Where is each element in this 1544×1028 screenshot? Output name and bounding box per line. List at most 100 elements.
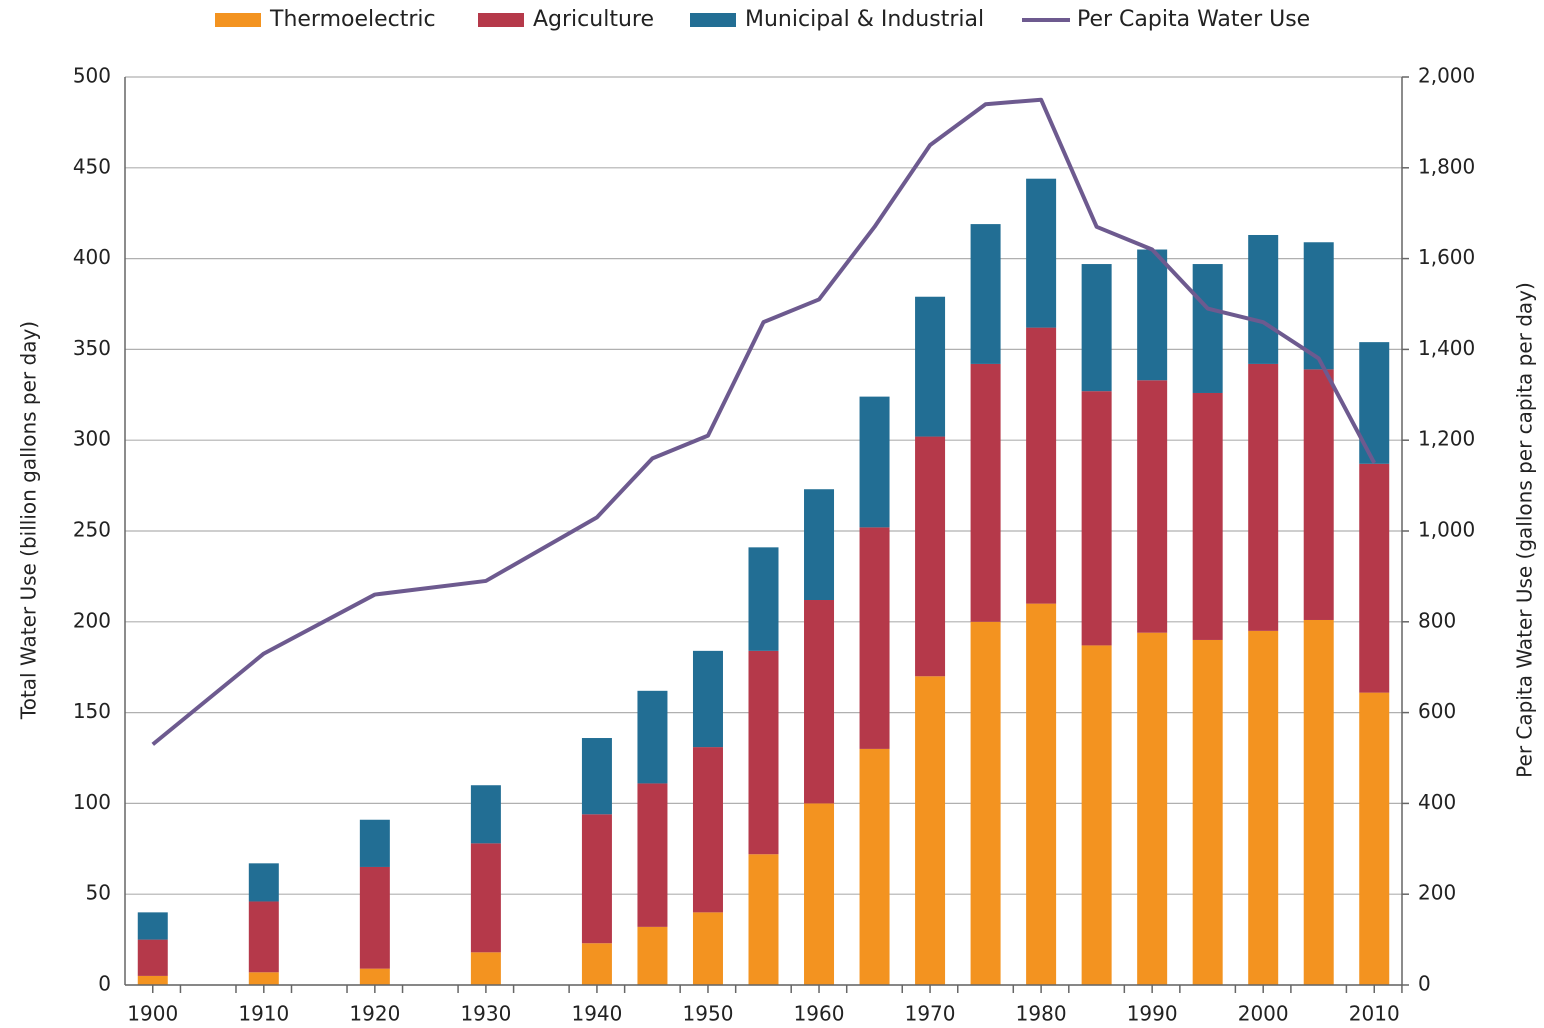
y2-tick-label: 1,000 bbox=[1418, 518, 1475, 542]
bar-segment bbox=[692, 650, 723, 748]
y-tick-label: 300 bbox=[73, 427, 111, 451]
bar-segment bbox=[970, 621, 1001, 985]
bar-segment bbox=[748, 547, 779, 651]
bar-segment bbox=[1248, 630, 1279, 985]
y2-tick-label: 1,200 bbox=[1418, 427, 1475, 451]
x-tick-label: 1950 bbox=[683, 1002, 734, 1026]
bar-segment bbox=[804, 489, 835, 601]
x-tick-label: 1920 bbox=[349, 1002, 400, 1026]
bar-segment bbox=[137, 975, 168, 985]
bar-segment bbox=[692, 747, 723, 913]
y-tick-label: 50 bbox=[86, 881, 111, 905]
y-tick-label: 200 bbox=[73, 608, 111, 632]
bar-segment bbox=[1081, 645, 1112, 985]
bar-segment bbox=[1303, 242, 1334, 370]
y-tick-label: 350 bbox=[73, 336, 111, 360]
y-tick-label: 100 bbox=[73, 790, 111, 814]
bar-segment bbox=[359, 968, 390, 985]
bar-segment bbox=[1192, 639, 1223, 985]
y2-tick-label: 1,400 bbox=[1418, 336, 1475, 360]
bar-segment bbox=[248, 972, 279, 985]
bar-segment bbox=[804, 803, 835, 985]
bar-segment bbox=[1192, 264, 1223, 393]
bar-segment bbox=[915, 436, 946, 677]
bar-segment bbox=[1248, 234, 1279, 364]
bar-segment bbox=[1026, 327, 1057, 604]
legend-label: Agriculture bbox=[533, 7, 654, 32]
x-tick-label: 1910 bbox=[238, 1002, 289, 1026]
bar-segment bbox=[1081, 391, 1112, 646]
legend-label: Municipal & Industrial bbox=[745, 7, 984, 32]
x-tick-label: 1930 bbox=[460, 1002, 511, 1026]
bar-segment bbox=[359, 866, 390, 969]
bar-segment bbox=[137, 939, 168, 976]
y2-tick-label: 400 bbox=[1418, 790, 1456, 814]
legend-swatch bbox=[478, 13, 524, 27]
y2-tick-label: 200 bbox=[1418, 881, 1456, 905]
bar-segment bbox=[137, 912, 168, 940]
bar-segment bbox=[470, 843, 501, 953]
bar-segment bbox=[748, 650, 779, 855]
bar-segment bbox=[915, 676, 946, 985]
x-tick-label: 1970 bbox=[905, 1002, 956, 1026]
x-tick-label: 2010 bbox=[1349, 1002, 1400, 1026]
bar-segment bbox=[637, 926, 668, 985]
legend-swatch bbox=[690, 13, 736, 27]
y-tick-label: 0 bbox=[98, 972, 111, 996]
y-tick-label: 450 bbox=[73, 154, 111, 178]
bar-segment bbox=[859, 396, 890, 528]
bar-segment bbox=[1137, 632, 1168, 985]
bar-segment bbox=[470, 785, 501, 844]
bar-segment bbox=[692, 912, 723, 985]
bar-segment bbox=[1359, 463, 1390, 693]
legend-label: Per Capita Water Use bbox=[1077, 7, 1310, 32]
y-tick-label: 500 bbox=[73, 64, 111, 88]
bar-segment bbox=[1026, 178, 1057, 328]
bar-segment bbox=[581, 738, 612, 815]
x-tick-label: 2000 bbox=[1238, 1002, 1289, 1026]
bar-segment bbox=[248, 901, 279, 973]
legend-swatch bbox=[215, 13, 261, 27]
bar-segment bbox=[970, 224, 1001, 364]
y2-tick-label: 800 bbox=[1418, 608, 1456, 632]
bar-segment bbox=[470, 952, 501, 985]
y2-tick-label: 2,000 bbox=[1418, 64, 1475, 88]
y-tick-label: 400 bbox=[73, 245, 111, 269]
bar-segment bbox=[970, 363, 1001, 622]
bar-segment bbox=[1137, 380, 1168, 633]
y2-axis-label: Per Capita Water Use (gallons per capita… bbox=[1513, 282, 1537, 778]
y2-tick-label: 1,600 bbox=[1418, 245, 1475, 269]
bar-segment bbox=[637, 783, 668, 927]
x-tick-label: 1900 bbox=[127, 1002, 178, 1026]
x-tick-label: 1940 bbox=[571, 1002, 622, 1026]
y2-tick-label: 600 bbox=[1418, 699, 1456, 723]
bar-segment bbox=[359, 819, 390, 867]
x-tick-label: 1980 bbox=[1016, 1002, 1067, 1026]
bar-segment bbox=[581, 943, 612, 985]
bar-segment bbox=[581, 814, 612, 944]
x-tick-label: 1990 bbox=[1127, 1002, 1178, 1026]
bar-segment bbox=[915, 296, 946, 437]
bar-segment bbox=[1303, 619, 1334, 985]
bar-segment bbox=[1303, 369, 1334, 620]
line bbox=[151, 97, 1377, 746]
bar-segment bbox=[248, 863, 279, 902]
bar-segment bbox=[1081, 264, 1112, 392]
bar-segment bbox=[804, 600, 835, 804]
bar-segment bbox=[1248, 363, 1279, 631]
bar-segment bbox=[637, 690, 668, 784]
y2-tick-label: 1,800 bbox=[1418, 154, 1475, 178]
legend-label: Thermoelectric bbox=[269, 7, 436, 32]
bar-segment bbox=[859, 748, 890, 985]
bar-segment bbox=[859, 527, 890, 749]
y-tick-label: 250 bbox=[73, 518, 111, 542]
y-tick-label: 150 bbox=[73, 699, 111, 723]
bar-segment bbox=[748, 854, 779, 985]
y2-tick-label: 0 bbox=[1418, 972, 1431, 996]
bar-segment bbox=[1137, 249, 1168, 381]
bar-segment bbox=[1026, 603, 1057, 985]
bar-segment bbox=[1359, 692, 1390, 985]
y-axis-label: Total Water Use (billion gallons per day… bbox=[17, 321, 41, 720]
bar-segment bbox=[1192, 392, 1223, 640]
